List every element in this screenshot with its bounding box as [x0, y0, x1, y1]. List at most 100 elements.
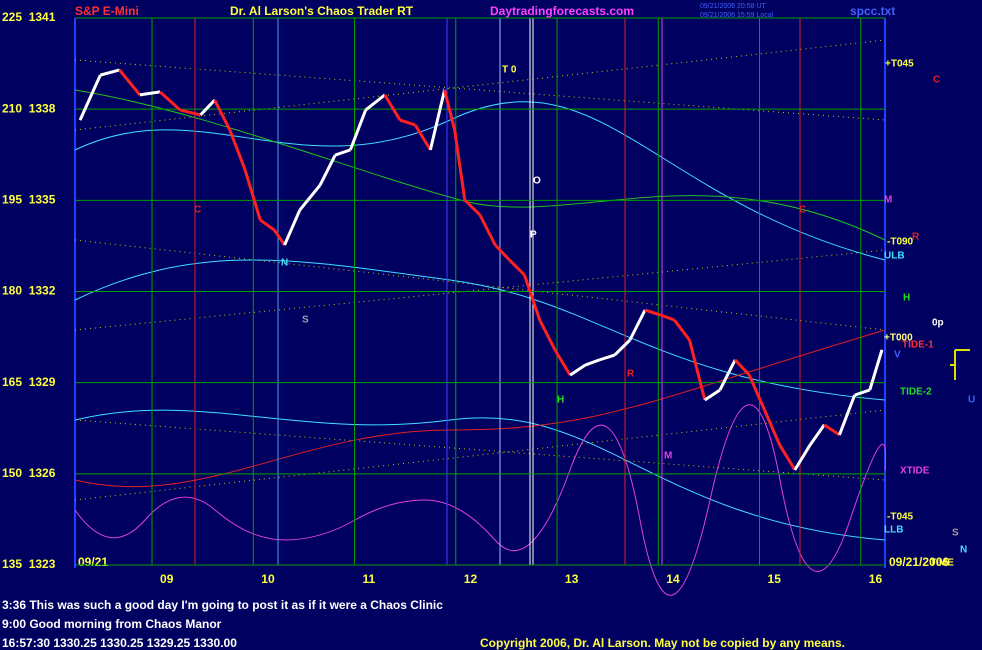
annotation: LLB	[884, 525, 903, 536]
price-segment	[808, 424, 826, 446]
title: Dr. Al Larson's Chaos Trader RT	[230, 4, 414, 18]
annotation: -T090	[887, 237, 914, 248]
price-segment	[523, 274, 542, 321]
price-segment	[673, 319, 691, 342]
price-segment	[159, 90, 182, 112]
annotation: N	[281, 258, 288, 269]
annotation: N	[960, 545, 967, 556]
price-segment	[628, 309, 647, 341]
annotation: M	[664, 451, 672, 462]
annotation: C	[194, 205, 201, 216]
date-label: 09/21/2006	[889, 555, 949, 569]
price-segment	[443, 89, 457, 131]
annotation: U	[968, 395, 975, 406]
file-name: spcc.txt	[850, 4, 895, 18]
annotation: S	[952, 528, 959, 539]
quote: 16:57:30 1330.25 1330.25 1329.25 1330.00	[2, 636, 237, 650]
x-tick-label: 13	[565, 572, 579, 586]
annotation: -T045	[887, 512, 914, 523]
price-segment	[273, 229, 286, 246]
annotation: R	[912, 232, 920, 243]
y-tick-label: 225 1341	[2, 10, 56, 24]
price-segment	[364, 93, 386, 112]
decor-curve	[74, 329, 886, 488]
y-tick-label: 180 1332	[2, 284, 56, 298]
annotation: TIDE-2	[900, 387, 932, 398]
x-tick-label: 10	[261, 572, 275, 586]
message: 3:36 This was such a good day I'm going …	[2, 598, 443, 612]
x-tick-label: 14	[666, 572, 680, 586]
price-segment	[463, 198, 482, 216]
annotation: XTIDE	[900, 466, 930, 477]
price-segment	[99, 68, 120, 77]
price-segment	[199, 99, 216, 116]
price-segment	[613, 339, 631, 357]
annotation: M	[884, 195, 892, 206]
price-segment	[734, 358, 751, 377]
website: Daytradingforecasts.com	[490, 4, 634, 18]
price-segment	[747, 374, 766, 411]
price-segment	[179, 108, 201, 117]
annotation: S	[302, 315, 309, 326]
annotation: +T000	[884, 333, 913, 344]
timestamp: 09/21/2006 15:59 Local	[700, 12, 774, 19]
annotation: ULB	[884, 251, 905, 262]
y-tick-label: 150 1326	[2, 466, 56, 480]
price-segment	[213, 99, 232, 131]
annotation: V	[894, 350, 901, 361]
price-segment	[348, 109, 367, 151]
x-tick-label: 16	[869, 572, 883, 586]
decor-curve	[74, 259, 886, 401]
y-tick-label: 210 1338	[2, 101, 56, 115]
y-tick-label: 195 1335	[2, 193, 56, 207]
decor-curve	[74, 101, 886, 261]
y-tick-label: 165 1329	[2, 375, 56, 389]
y-tick-label: 135 1323	[2, 557, 56, 571]
decor-line	[74, 419, 886, 481]
annotation: C	[933, 75, 940, 86]
price-segment	[868, 349, 884, 391]
price-segment	[139, 90, 161, 97]
price-segment	[453, 129, 467, 201]
price-segment	[118, 69, 141, 96]
price-segment	[854, 388, 871, 397]
annotation: H	[557, 395, 564, 406]
decor-line	[74, 409, 886, 501]
price-segment	[838, 394, 857, 436]
price-segment	[243, 169, 262, 221]
price-segment	[334, 148, 351, 157]
price-segment	[569, 363, 587, 377]
price-segment	[259, 218, 276, 232]
price-segment	[763, 409, 782, 446]
price-segment	[823, 423, 841, 437]
date-label: 09/21	[78, 555, 108, 569]
x-tick-label: 09	[160, 572, 174, 586]
x-tick-label: 12	[464, 572, 478, 586]
marker-icon	[950, 349, 970, 380]
price-segment	[688, 339, 707, 401]
annotation: C	[799, 205, 806, 216]
annotation: O	[533, 176, 541, 187]
decor-curve	[74, 404, 887, 596]
x-tick-label: 11	[363, 572, 376, 586]
price-segment	[283, 209, 302, 246]
price-segment	[318, 154, 337, 186]
decor-curve	[74, 409, 886, 541]
annotation: H	[903, 293, 910, 304]
decor-line	[74, 239, 886, 331]
price-segment	[413, 124, 432, 151]
timestamp: 09/21/2006 20:58 UT	[700, 3, 766, 10]
instrument: S&P E-Mini	[75, 4, 139, 18]
price-segment	[584, 358, 600, 367]
price-segment	[428, 89, 447, 151]
decor-line	[74, 249, 886, 331]
price-segment	[78, 74, 102, 121]
price-segment	[494, 243, 511, 261]
annotation: T 0	[502, 65, 517, 76]
price-segment	[644, 308, 661, 317]
price-segment	[228, 129, 247, 171]
annotation: R	[627, 369, 635, 380]
